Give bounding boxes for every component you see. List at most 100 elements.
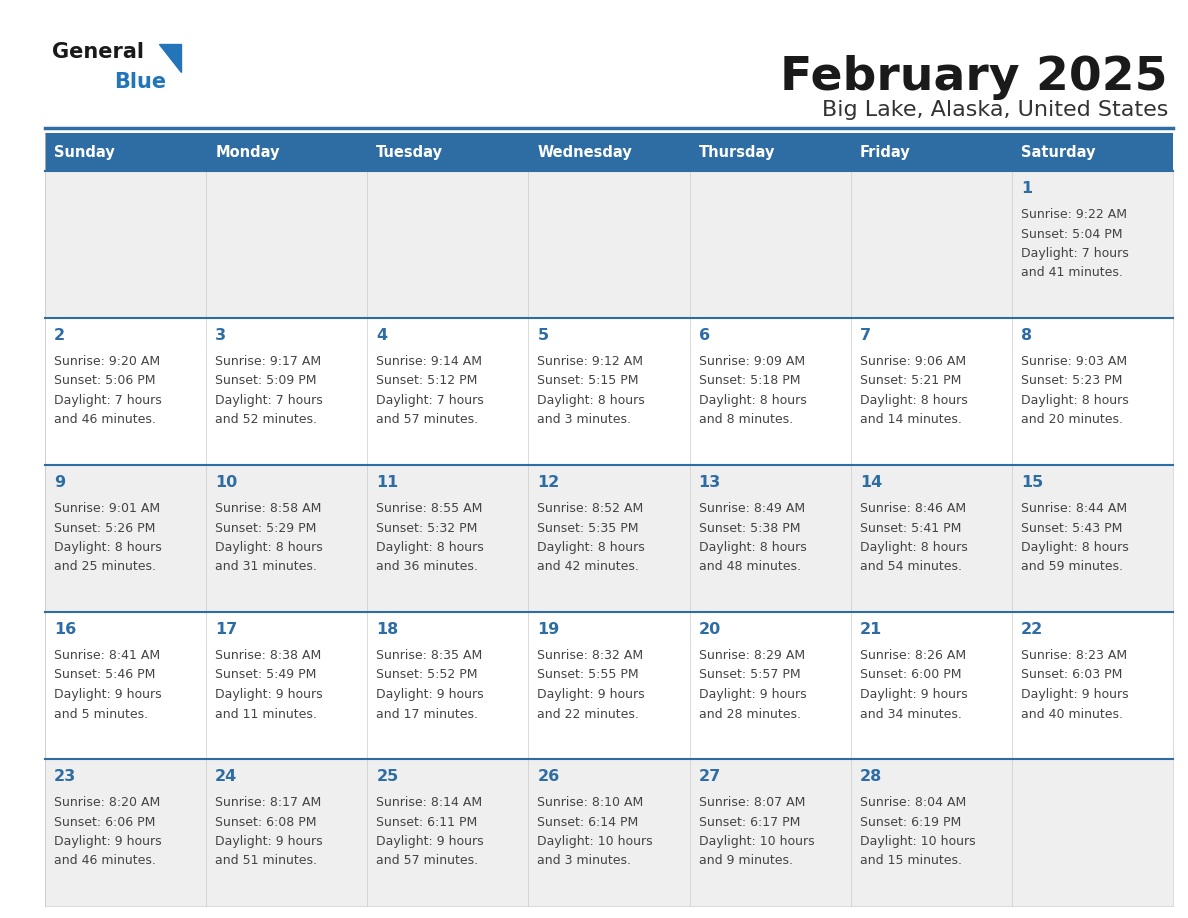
Text: Sunrise: 8:44 AM: Sunrise: 8:44 AM bbox=[1020, 502, 1127, 515]
Bar bbox=[1012, 318, 1173, 465]
Text: 23: 23 bbox=[53, 769, 76, 784]
Text: and 48 minutes.: and 48 minutes. bbox=[699, 561, 801, 574]
Text: Sunrise: 9:01 AM: Sunrise: 9:01 AM bbox=[53, 502, 160, 515]
Text: and 31 minutes.: and 31 minutes. bbox=[215, 561, 317, 574]
Bar bbox=[367, 759, 529, 906]
Bar bbox=[367, 133, 529, 171]
Text: Daylight: 9 hours: Daylight: 9 hours bbox=[537, 688, 645, 701]
Text: and 22 minutes.: and 22 minutes. bbox=[537, 708, 639, 721]
Text: 20: 20 bbox=[699, 622, 721, 637]
Text: and 8 minutes.: and 8 minutes. bbox=[699, 413, 792, 427]
Text: Thursday: Thursday bbox=[699, 144, 775, 160]
Text: Daylight: 7 hours: Daylight: 7 hours bbox=[215, 394, 323, 407]
Text: Sunset: 6:00 PM: Sunset: 6:00 PM bbox=[860, 668, 961, 681]
Text: Sunset: 6:03 PM: Sunset: 6:03 PM bbox=[1020, 668, 1123, 681]
Bar bbox=[45, 759, 207, 906]
Bar bbox=[367, 171, 529, 318]
Text: 9: 9 bbox=[53, 475, 65, 490]
Text: Sunrise: 8:29 AM: Sunrise: 8:29 AM bbox=[699, 649, 804, 662]
Text: Sunrise: 9:09 AM: Sunrise: 9:09 AM bbox=[699, 355, 804, 368]
Text: Sunset: 5:32 PM: Sunset: 5:32 PM bbox=[377, 521, 478, 534]
Text: Sunrise: 8:38 AM: Sunrise: 8:38 AM bbox=[215, 649, 322, 662]
Text: Daylight: 9 hours: Daylight: 9 hours bbox=[860, 688, 967, 701]
Text: Sunrise: 8:52 AM: Sunrise: 8:52 AM bbox=[537, 502, 644, 515]
Text: Daylight: 7 hours: Daylight: 7 hours bbox=[1020, 247, 1129, 260]
Text: 19: 19 bbox=[537, 622, 560, 637]
Bar bbox=[1012, 465, 1173, 612]
Bar bbox=[851, 318, 1012, 465]
Text: and 42 minutes.: and 42 minutes. bbox=[537, 561, 639, 574]
Text: Sunday: Sunday bbox=[53, 144, 115, 160]
Bar bbox=[207, 612, 367, 759]
Text: Daylight: 9 hours: Daylight: 9 hours bbox=[53, 688, 162, 701]
Bar bbox=[45, 465, 207, 612]
Bar bbox=[367, 318, 529, 465]
Text: Sunset: 5:06 PM: Sunset: 5:06 PM bbox=[53, 375, 156, 387]
Bar bbox=[207, 465, 367, 612]
Text: Daylight: 8 hours: Daylight: 8 hours bbox=[537, 541, 645, 554]
Text: Daylight: 8 hours: Daylight: 8 hours bbox=[1020, 394, 1129, 407]
Text: 26: 26 bbox=[537, 769, 560, 784]
Bar bbox=[689, 133, 851, 171]
Text: Daylight: 9 hours: Daylight: 9 hours bbox=[699, 688, 807, 701]
Text: Big Lake, Alaska, United States: Big Lake, Alaska, United States bbox=[822, 100, 1168, 120]
Text: Sunset: 5:49 PM: Sunset: 5:49 PM bbox=[215, 668, 316, 681]
Text: Sunset: 6:19 PM: Sunset: 6:19 PM bbox=[860, 815, 961, 829]
Text: and 57 minutes.: and 57 minutes. bbox=[377, 855, 479, 868]
Text: 21: 21 bbox=[860, 622, 881, 637]
Text: Daylight: 8 hours: Daylight: 8 hours bbox=[699, 541, 807, 554]
Text: Daylight: 9 hours: Daylight: 9 hours bbox=[215, 688, 323, 701]
Bar bbox=[851, 171, 1012, 318]
Text: Friday: Friday bbox=[860, 144, 910, 160]
Text: Saturday: Saturday bbox=[1020, 144, 1095, 160]
Text: Sunset: 5:18 PM: Sunset: 5:18 PM bbox=[699, 375, 800, 387]
Text: 12: 12 bbox=[537, 475, 560, 490]
Text: Sunset: 5:41 PM: Sunset: 5:41 PM bbox=[860, 521, 961, 534]
Text: Sunrise: 8:14 AM: Sunrise: 8:14 AM bbox=[377, 796, 482, 809]
Bar bbox=[689, 171, 851, 318]
Text: Daylight: 8 hours: Daylight: 8 hours bbox=[1020, 541, 1129, 554]
Text: Sunrise: 8:35 AM: Sunrise: 8:35 AM bbox=[377, 649, 482, 662]
Bar bbox=[45, 133, 207, 171]
Text: 22: 22 bbox=[1020, 622, 1043, 637]
Text: Sunset: 6:11 PM: Sunset: 6:11 PM bbox=[377, 815, 478, 829]
Text: and 54 minutes.: and 54 minutes. bbox=[860, 561, 962, 574]
Text: Daylight: 8 hours: Daylight: 8 hours bbox=[860, 541, 967, 554]
Text: Daylight: 9 hours: Daylight: 9 hours bbox=[377, 835, 484, 848]
Text: Sunrise: 8:23 AM: Sunrise: 8:23 AM bbox=[1020, 649, 1127, 662]
Text: Daylight: 10 hours: Daylight: 10 hours bbox=[537, 835, 653, 848]
Bar bbox=[1012, 171, 1173, 318]
Text: Sunrise: 8:55 AM: Sunrise: 8:55 AM bbox=[377, 502, 482, 515]
Bar bbox=[1012, 133, 1173, 171]
Text: Daylight: 7 hours: Daylight: 7 hours bbox=[53, 394, 162, 407]
Text: Daylight: 8 hours: Daylight: 8 hours bbox=[215, 541, 323, 554]
Bar bbox=[689, 612, 851, 759]
Text: Daylight: 10 hours: Daylight: 10 hours bbox=[699, 835, 814, 848]
Bar bbox=[689, 318, 851, 465]
Text: and 25 minutes.: and 25 minutes. bbox=[53, 561, 156, 574]
Text: 15: 15 bbox=[1020, 475, 1043, 490]
Text: Blue: Blue bbox=[114, 72, 166, 92]
Text: February 2025: February 2025 bbox=[781, 55, 1168, 100]
Text: Monday: Monday bbox=[215, 144, 279, 160]
Text: Sunrise: 8:04 AM: Sunrise: 8:04 AM bbox=[860, 796, 966, 809]
Text: and 15 minutes.: and 15 minutes. bbox=[860, 855, 962, 868]
Text: Sunrise: 9:17 AM: Sunrise: 9:17 AM bbox=[215, 355, 321, 368]
Bar bbox=[207, 759, 367, 906]
Text: Sunset: 5:09 PM: Sunset: 5:09 PM bbox=[215, 375, 317, 387]
Bar bbox=[851, 133, 1012, 171]
Text: Daylight: 8 hours: Daylight: 8 hours bbox=[53, 541, 162, 554]
Text: and 14 minutes.: and 14 minutes. bbox=[860, 413, 961, 427]
Text: and 17 minutes.: and 17 minutes. bbox=[377, 708, 479, 721]
Text: Sunrise: 9:22 AM: Sunrise: 9:22 AM bbox=[1020, 208, 1127, 221]
Text: and 3 minutes.: and 3 minutes. bbox=[537, 413, 632, 427]
Text: 17: 17 bbox=[215, 622, 238, 637]
Text: Sunset: 5:04 PM: Sunset: 5:04 PM bbox=[1020, 228, 1123, 241]
Text: and 34 minutes.: and 34 minutes. bbox=[860, 708, 961, 721]
Text: Daylight: 8 hours: Daylight: 8 hours bbox=[537, 394, 645, 407]
Text: Sunset: 5:43 PM: Sunset: 5:43 PM bbox=[1020, 521, 1123, 534]
Text: Sunrise: 8:26 AM: Sunrise: 8:26 AM bbox=[860, 649, 966, 662]
Text: 16: 16 bbox=[53, 622, 76, 637]
Text: Sunrise: 9:06 AM: Sunrise: 9:06 AM bbox=[860, 355, 966, 368]
Bar bbox=[689, 465, 851, 612]
